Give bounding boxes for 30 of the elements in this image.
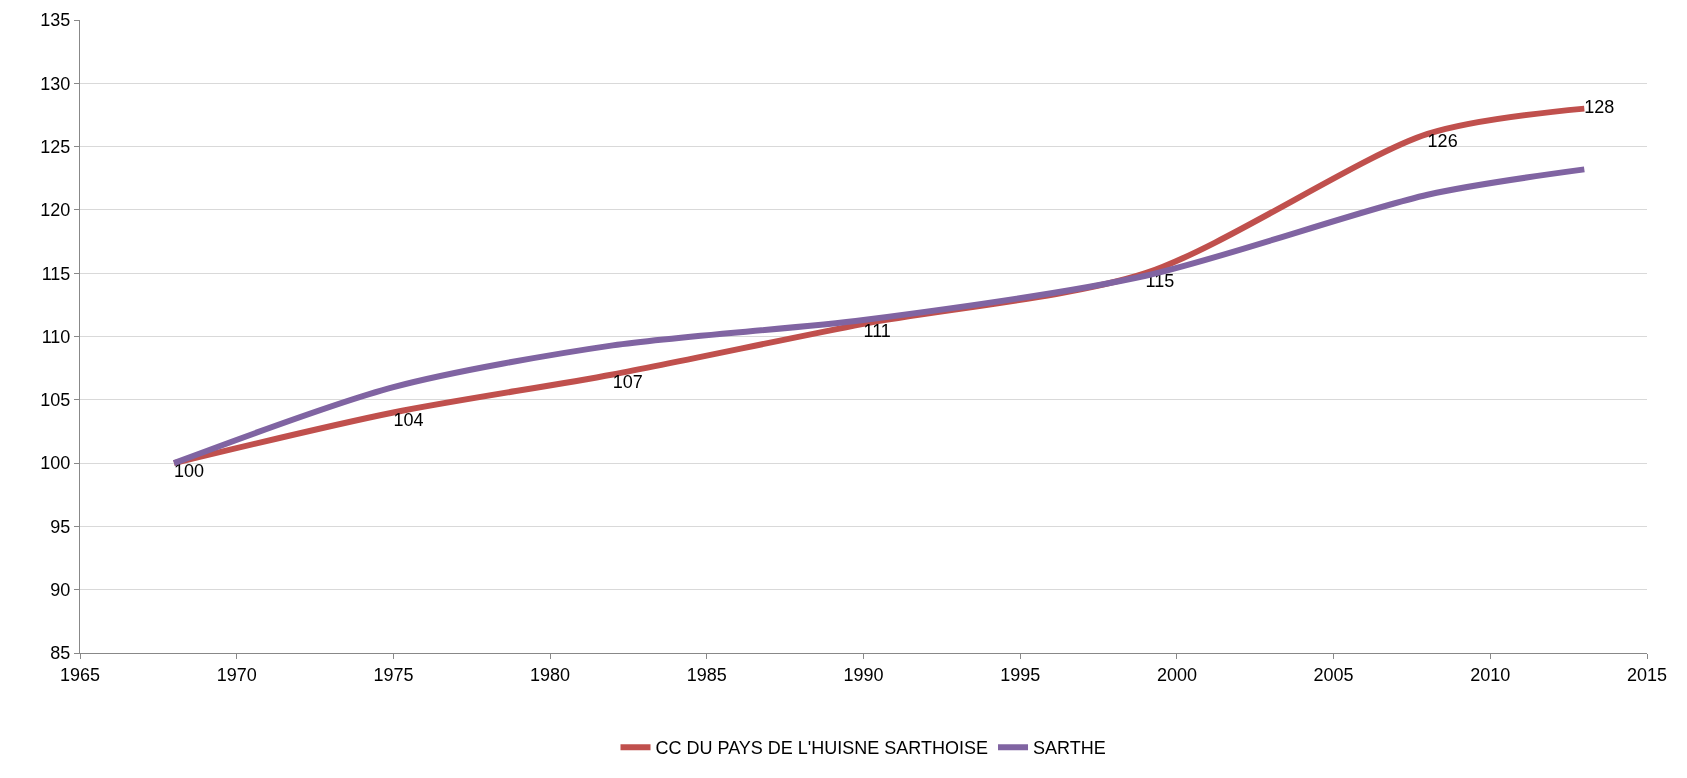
data-label: 100 — [174, 460, 205, 481]
y-tick-label: 115 — [41, 263, 71, 284]
y-tick-label: 130 — [40, 73, 71, 94]
y-tick-label: 95 — [50, 516, 71, 537]
x-tick-label: 1995 — [1000, 664, 1041, 685]
y-tick-label: 85 — [50, 643, 71, 664]
y-tick-label: 100 — [40, 453, 71, 474]
x-tick-label: 1980 — [530, 664, 571, 685]
data-label: 107 — [612, 371, 643, 392]
data-label: 104 — [393, 409, 424, 430]
x-tick-label: 1970 — [216, 664, 257, 685]
y-tick-label: 110 — [41, 326, 71, 347]
x-tick-label: 1975 — [373, 664, 414, 685]
y-tick-label: 90 — [50, 580, 71, 600]
x-tick-label: 1990 — [843, 664, 884, 685]
y-tick-label: 125 — [40, 136, 71, 157]
data-label: 128 — [1584, 97, 1615, 118]
legend-label: SARTHE — [1033, 738, 1106, 759]
x-tick-label: 2010 — [1470, 664, 1511, 685]
y-tick-label: 135 — [40, 10, 71, 31]
data-label: 126 — [1427, 131, 1458, 152]
x-tick-label: 2000 — [1156, 664, 1197, 685]
x-tick-label: 2015 — [1626, 664, 1668, 685]
y-tick-label: 105 — [40, 390, 71, 411]
x-tick-label: 1965 — [59, 664, 101, 685]
data-label: 111 — [863, 321, 891, 342]
y-tick-label: 120 — [40, 200, 71, 221]
legend-label: CC DU PAYS DE L'HUISNE SARTHOISE — [655, 738, 989, 759]
x-tick-label: 2005 — [1313, 664, 1354, 685]
x-tick-label: 1985 — [686, 664, 727, 685]
